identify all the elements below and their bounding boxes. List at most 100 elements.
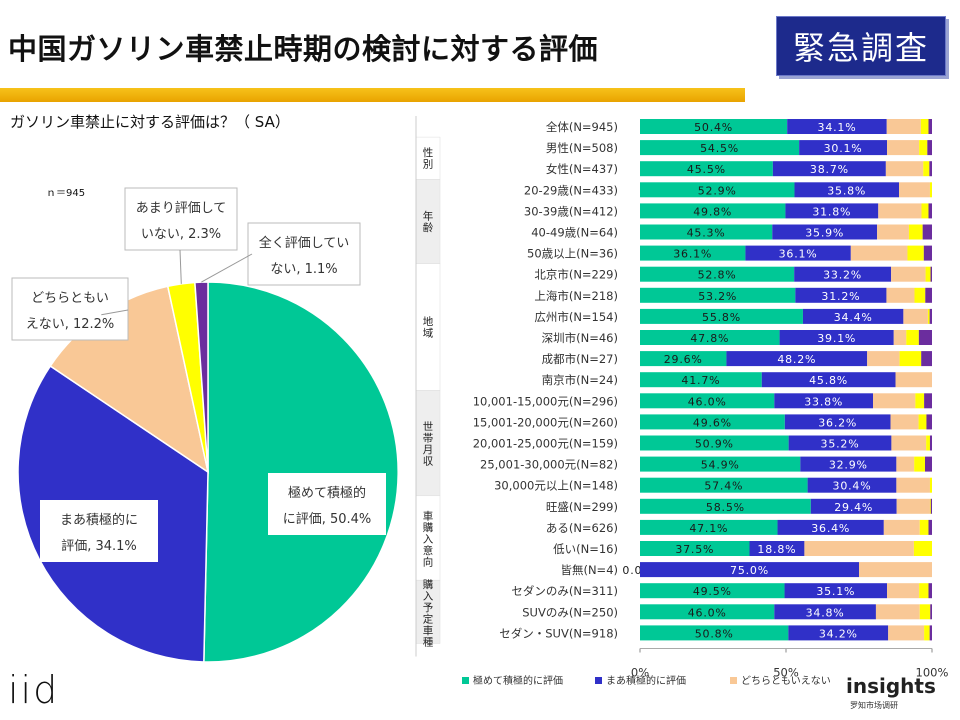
bar-data-label-7-0: 52.8% [698,269,737,282]
category-label-1: 男性(N=508) [546,141,618,155]
bar-data-label-24-1: 34.2% [819,627,858,640]
bar-data-label-23-0: 46.0% [688,606,727,619]
bar-segment-15-1 [788,435,892,451]
bar-segment-16-4 [924,456,932,472]
bar-segment-13-2 [873,393,916,409]
bar-data-label-22-1: 35.1% [816,585,855,598]
bar-segment-19-0 [640,519,778,535]
bar-data-label-21-1: 75.0% [730,564,769,577]
bar-segment-9-3 [927,308,930,324]
urgent-survey-badge: 緊急調査 [776,16,946,76]
bar-segment-12-1 [761,372,896,388]
bar-segment-11-2 [867,351,900,367]
insights-logo: insights [846,674,936,698]
bar-data-label-13-1: 33.8% [804,395,843,408]
bar-segment-8-0 [640,287,796,303]
bar-data-label-4-0: 49.8% [693,205,732,218]
bar-segment-2-3 [923,161,930,177]
group-label-0: 性別 [423,146,434,171]
bar-segment-0-2 [886,119,921,134]
bar-segment-13-4 [924,393,932,409]
bar-segment-1-0 [640,140,800,156]
pie-leader-line-4 [201,253,253,283]
pie-chart: 極めて積極的に評価, 50.4% まあ積極的に評価, 34.1% どちらともいえない… [11,187,399,663]
bar-segment-19-3 [919,519,929,535]
category-label-23: SUVのみ(N=250) [522,605,618,619]
bar-segment-1-4 [927,140,932,156]
insights-logo-subtitle: 罗知市场调研 [850,701,898,710]
bar-segment-22-1 [784,583,888,599]
bar-data-label-22-0: 49.5% [693,585,732,598]
bar-segment-11-3 [899,351,922,367]
bar-segment-13-3 [915,393,925,409]
bar-data-label-20-1: 18.8% [757,543,796,556]
bar-data-label-12-1: 45.8% [809,374,848,387]
category-label-24: セダン・SUV(N=918) [499,626,618,640]
bar-segment-8-2 [886,287,915,303]
category-label-3: 20-29歳(N=433) [524,183,618,197]
bar-data-label-7-1: 33.2% [823,269,862,282]
bar-segment-19-1 [777,519,884,535]
bar-segment-13-1 [774,393,874,409]
category-label-20: 低い(N=16) [553,542,618,556]
bar-segment-5-3 [908,224,923,240]
bar-segment-20-0 [640,541,750,556]
category-label-19: ある(N=626) [546,521,618,535]
bar-data-label-16-0: 54.9% [701,459,740,472]
legend-item-2: どちらともいえない [730,675,831,687]
bar-segment-14-1 [784,414,891,430]
bar-segment-15-0 [640,435,789,451]
bar-segment-16-2 [896,456,915,472]
bar-segment-17-2 [896,477,930,493]
bar-data-label-18-0: 58.5% [706,501,745,514]
category-label-13: 10,001-15,000元(N=296) [473,394,618,408]
bar-segment-16-1 [800,456,897,472]
bar-segment-15-4 [929,435,932,451]
category-label-0: 全体(N=945) [546,120,618,134]
bar-data-label-3-0: 52.9% [698,184,737,197]
category-label-9: 広州市(N=154) [534,310,618,324]
bar-data-label-2-1: 38.7% [810,163,849,176]
group-label-5: 購入予定車種 [423,578,434,649]
bar-segment-24-2 [888,625,925,641]
bar-segment-7-0 [640,266,795,282]
bar-segment-21-2 [859,562,932,578]
x-tick-label-0: 0% [631,666,649,680]
svg-text:まあ積極的に評価, 34.1%: まあ積極的に評価, 34.1% [60,512,138,554]
group-band-2 [415,263,441,391]
bar-data-label-13-0: 46.0% [688,395,727,408]
legend-item-0: 極めて積極的に評価 [462,674,563,687]
bar-segment-14-4 [926,414,932,430]
bar-segment-4-0 [640,203,786,219]
bar-segment-22-3 [919,583,929,599]
bar-segment-9-0 [640,308,803,324]
pie-leader-line-3 [179,249,182,284]
bar-segment-23-4 [930,604,932,620]
category-label-16: 25,001-30,000元(N=82) [480,458,618,472]
bar-data-label-19-1: 36.4% [811,522,850,535]
pie-data-label-1: まあ積極的に評価, 34.1% [40,500,158,562]
bar-segment-8-4 [925,287,932,303]
bar-data-label-18-1: 29.4% [834,501,873,514]
bar-segment-8-1 [795,287,887,303]
category-label-11: 成都市(N=27) [542,352,618,366]
bar-segment-2-2 [885,161,924,177]
iid-logo: iid [8,668,60,712]
bar-segment-5-2 [877,224,909,240]
pie-leader-line-2 [101,309,129,316]
bar-data-label-17-1: 30.4% [833,480,872,493]
category-label-15: 20,001-25,000元(N=159) [473,437,618,451]
bar-data-label-2-0: 45.5% [687,163,726,176]
bar-segment-4-4 [928,203,932,219]
bar-segment-10-2 [893,330,907,345]
bar-segment-20-3 [913,541,932,556]
bar-segment-0-1 [787,119,887,134]
bar-segment-22-4 [928,583,932,599]
bar-data-label-8-0: 53.2% [698,290,737,303]
bar-data-label-9-0: 55.8% [702,311,741,324]
bar-segment-24-0 [640,625,789,641]
bar-segment-12-2 [895,372,932,388]
bar-data-label-17-0: 57.4% [704,480,743,493]
bar-segment-0-4 [928,119,932,134]
